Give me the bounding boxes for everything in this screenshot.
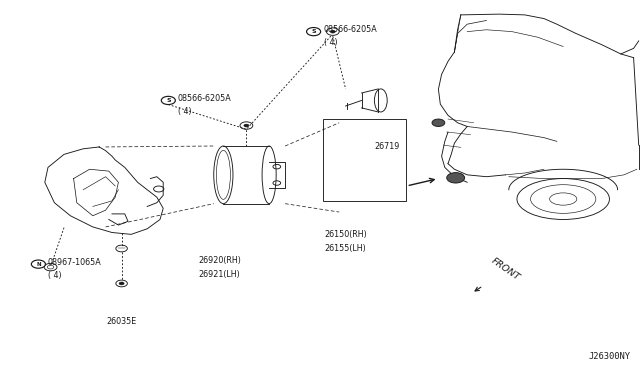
Text: S: S <box>166 98 171 103</box>
Circle shape <box>447 173 465 183</box>
Circle shape <box>307 28 321 36</box>
Text: 26150(RH): 26150(RH) <box>324 230 367 239</box>
Circle shape <box>161 96 175 105</box>
Circle shape <box>330 30 335 33</box>
Circle shape <box>244 124 249 127</box>
Text: 26035E: 26035E <box>106 317 137 326</box>
Text: ( 4): ( 4) <box>178 107 191 116</box>
Text: J26300NY: J26300NY <box>588 352 630 361</box>
Text: 26719: 26719 <box>374 142 400 151</box>
Text: 26921(LH): 26921(LH) <box>198 270 240 279</box>
Text: ( 4): ( 4) <box>324 38 337 47</box>
Text: 26155(LH): 26155(LH) <box>324 244 367 253</box>
Text: 08967-1065A: 08967-1065A <box>48 258 102 267</box>
Text: 26920(RH): 26920(RH) <box>198 256 241 265</box>
Circle shape <box>119 282 124 285</box>
Circle shape <box>432 119 445 126</box>
Text: N: N <box>36 262 41 267</box>
Text: 08566-6205A: 08566-6205A <box>178 94 232 103</box>
Text: ( 4): ( 4) <box>48 271 61 280</box>
Circle shape <box>31 260 45 268</box>
Bar <box>323 119 406 201</box>
Text: FRONT: FRONT <box>490 257 522 283</box>
Text: S: S <box>311 29 316 34</box>
Text: 08566-6205A: 08566-6205A <box>324 25 378 34</box>
